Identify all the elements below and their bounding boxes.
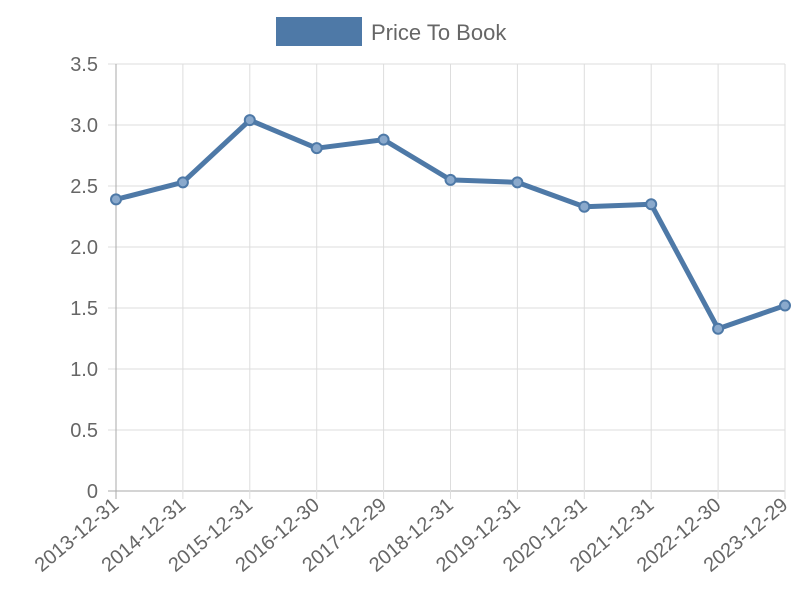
y-tick-label: 1.5 bbox=[70, 298, 98, 320]
series-layer bbox=[110, 114, 791, 335]
data-point[interactable] bbox=[645, 198, 658, 211]
y-tick-label: 2.5 bbox=[70, 176, 98, 198]
legend[interactable]: Price To Book bbox=[276, 17, 507, 46]
legend-swatch bbox=[276, 17, 362, 46]
grid bbox=[108, 63, 786, 499]
data-point[interactable] bbox=[444, 173, 457, 186]
y-tick-label: 2.0 bbox=[70, 237, 98, 259]
y-tick-label: 1.0 bbox=[70, 359, 98, 381]
y-tick-label: 3.0 bbox=[70, 115, 98, 137]
y-tick-label: 0 bbox=[87, 481, 98, 503]
y-axis: 0 0.5 1.0 1.5 2.0 2.5 3.0 3.5 bbox=[70, 54, 98, 503]
data-point[interactable] bbox=[176, 176, 189, 189]
data-point[interactable] bbox=[779, 299, 791, 312]
data-point[interactable] bbox=[243, 114, 256, 127]
x-axis: 2013-12-312014-12-312015-12-312016-12-30… bbox=[31, 494, 793, 577]
data-point[interactable] bbox=[712, 322, 725, 335]
data-point[interactable] bbox=[511, 176, 524, 189]
data-point[interactable] bbox=[578, 200, 591, 213]
y-tick-label: 0.5 bbox=[70, 420, 98, 442]
data-point[interactable] bbox=[377, 133, 390, 146]
y-tick-label: 3.5 bbox=[70, 54, 98, 76]
data-point[interactable] bbox=[110, 193, 122, 206]
data-point[interactable] bbox=[310, 142, 323, 155]
legend-label: Price To Book bbox=[371, 20, 507, 45]
